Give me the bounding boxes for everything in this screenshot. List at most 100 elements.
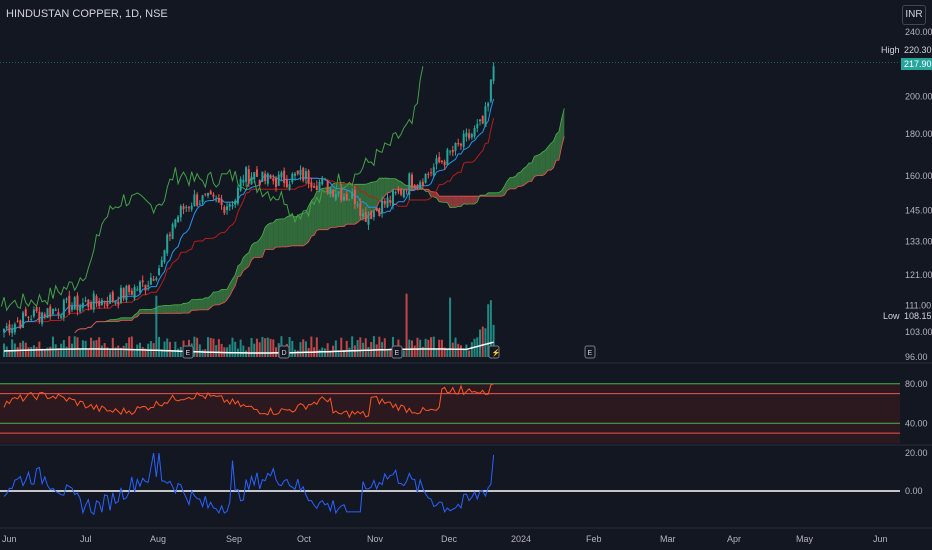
candle-body xyxy=(30,319,33,321)
cloud-segment xyxy=(251,242,255,261)
volume-bar xyxy=(247,346,250,357)
volume-bar xyxy=(49,346,52,357)
candle-body xyxy=(174,219,177,227)
cloud-segment xyxy=(202,297,206,310)
cloud-segment xyxy=(387,178,391,193)
candle-body xyxy=(215,199,218,201)
volume-bar xyxy=(201,349,204,357)
candle-body xyxy=(177,216,180,223)
price-axis-label: 200.00 xyxy=(905,92,932,102)
volume-bar xyxy=(258,342,261,357)
candle-body xyxy=(310,182,313,188)
event-marker xyxy=(584,345,596,359)
volume-bar xyxy=(114,347,117,357)
volume-bar xyxy=(359,337,362,357)
cloud-segment xyxy=(270,222,274,250)
candle-body xyxy=(321,177,324,185)
cloud-segment xyxy=(441,196,445,203)
candle-body xyxy=(288,184,291,190)
volume-bar xyxy=(250,337,253,357)
volume-bar xyxy=(378,336,381,357)
candle-body xyxy=(242,179,245,183)
candle-body xyxy=(307,170,310,184)
volume-bar xyxy=(462,349,465,357)
volume-bar xyxy=(348,347,351,357)
candle-body xyxy=(68,295,71,313)
cloud-segment xyxy=(235,265,238,286)
cloud-segment xyxy=(531,156,535,182)
candle-body xyxy=(196,194,199,206)
time-axis-label: Dec xyxy=(441,534,458,544)
cloud-segment xyxy=(490,192,494,197)
volume-bar xyxy=(68,336,71,357)
cloud-segment xyxy=(216,291,219,305)
volume-bar xyxy=(130,336,133,357)
candle-body xyxy=(296,170,299,174)
candle-body xyxy=(27,317,30,319)
candle-body xyxy=(356,204,359,206)
event-label: E xyxy=(588,350,593,357)
volume-bar xyxy=(158,336,161,357)
cloud-segment xyxy=(545,146,548,174)
volume-bar xyxy=(432,336,435,357)
volume-bar xyxy=(174,341,177,357)
candle-body xyxy=(204,193,207,195)
candle-body xyxy=(283,170,286,184)
candle-body xyxy=(427,173,430,175)
candle-body xyxy=(19,320,22,329)
cloud-segment xyxy=(254,242,257,258)
volume-bar xyxy=(234,341,237,357)
volume-bar xyxy=(30,347,33,357)
cloud-segment xyxy=(534,155,538,177)
candle-body xyxy=(454,143,457,151)
cloud-segment xyxy=(110,319,113,322)
candle-body xyxy=(465,132,468,137)
cloud-segment xyxy=(322,187,325,230)
volume-bar xyxy=(389,350,392,357)
price-axis-label: 96.00 xyxy=(905,352,928,362)
cloud-segment xyxy=(439,196,442,203)
volume-bar xyxy=(340,337,343,357)
candle-body xyxy=(171,224,174,239)
volume-bar xyxy=(11,339,14,357)
candle-body xyxy=(84,300,87,302)
candle-body xyxy=(228,204,231,207)
time-axis-label: Mar xyxy=(660,534,676,544)
event-label: D xyxy=(282,350,287,357)
candle-body xyxy=(397,189,400,192)
cloud-segment xyxy=(256,239,260,258)
volume-bar xyxy=(487,304,490,357)
volume-bar xyxy=(245,350,248,357)
cloud-segment xyxy=(246,252,249,269)
cloud-segment xyxy=(199,299,203,310)
volume-bar xyxy=(489,300,492,357)
candle-body xyxy=(375,208,378,211)
candle-body xyxy=(90,303,93,309)
rsi-axis-label: 40.00 xyxy=(905,418,928,428)
volume-ma-line xyxy=(3,341,494,354)
cloud-segment xyxy=(129,317,132,321)
volume-bar xyxy=(372,336,375,357)
candle-body xyxy=(106,301,109,307)
cloud-segment xyxy=(186,302,189,314)
cloud-segment xyxy=(178,304,181,314)
cloud-segment xyxy=(188,299,192,314)
volume-bar xyxy=(65,346,68,357)
candle-body xyxy=(269,176,272,179)
candle-body xyxy=(264,173,267,182)
volume-bar xyxy=(269,338,272,357)
candle-body xyxy=(212,194,215,197)
candle-body xyxy=(440,160,443,163)
candle-body xyxy=(182,206,185,210)
candle-body xyxy=(22,312,25,328)
time-axis-label: Jul xyxy=(80,534,92,544)
volume-bar xyxy=(266,337,269,357)
candle-body xyxy=(323,178,326,180)
candle-body xyxy=(231,205,234,207)
cloud-segment xyxy=(504,181,508,196)
volume-bar xyxy=(196,337,199,357)
candle-body xyxy=(421,181,424,186)
currency-button[interactable]: INR xyxy=(902,5,926,25)
